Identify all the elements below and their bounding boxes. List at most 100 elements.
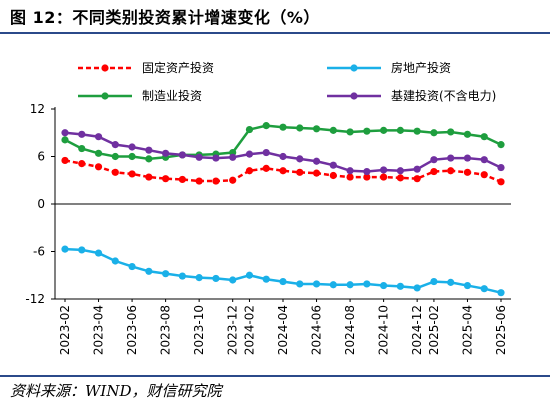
series-point-1 xyxy=(329,281,337,289)
legend-swatch-marker xyxy=(350,92,358,100)
series-point-1 xyxy=(463,281,472,290)
x-tick-label: 2023-08 xyxy=(159,305,173,355)
series-point-2 xyxy=(413,127,421,135)
series-point-2 xyxy=(312,125,321,133)
series-point-3 xyxy=(212,154,220,162)
series-point-2 xyxy=(61,136,69,144)
series-point-2 xyxy=(497,141,505,149)
series-point-3 xyxy=(380,166,388,174)
x-tick-label: 2024-08 xyxy=(343,305,357,355)
series-point-1 xyxy=(128,262,136,271)
series-point-3 xyxy=(178,151,186,159)
figure-title: 图 12：不同类别投资累计增速变化（%） xyxy=(10,8,320,27)
series-point-1 xyxy=(413,284,421,292)
series-point-3 xyxy=(480,156,488,164)
series-point-0 xyxy=(447,167,455,175)
series-point-3 xyxy=(195,153,203,161)
series-point-0 xyxy=(296,168,304,176)
series-point-2 xyxy=(78,144,86,153)
series-point-0 xyxy=(463,168,472,176)
series-point-1 xyxy=(111,257,119,265)
series-point-2 xyxy=(279,123,287,131)
series-point-0 xyxy=(480,171,488,179)
legend-label: 房地产投资 xyxy=(391,60,451,75)
x-tick-label: 2025-04 xyxy=(460,305,474,355)
chart-series xyxy=(61,122,505,297)
series-point-3 xyxy=(463,154,472,162)
series-point-0 xyxy=(94,163,103,171)
series-point-2 xyxy=(447,128,455,136)
series-point-0 xyxy=(413,175,421,183)
legend-swatch-marker xyxy=(101,64,109,72)
x-tick-label: 2025-06 xyxy=(494,305,508,355)
series-line-0 xyxy=(64,159,502,183)
series-point-0 xyxy=(245,167,254,175)
legend-label: 固定资产投资 xyxy=(142,60,214,75)
x-tick-label: 2025-02 xyxy=(427,305,441,355)
series-point-3 xyxy=(262,148,270,157)
series-point-0 xyxy=(229,176,237,184)
x-tick-label: 2023-04 xyxy=(92,305,106,355)
series-point-3 xyxy=(312,157,321,165)
series-point-2 xyxy=(94,149,103,157)
series-point-3 xyxy=(229,153,237,161)
series-point-0 xyxy=(329,171,337,180)
series-point-1 xyxy=(162,270,170,278)
series-point-2 xyxy=(463,130,472,138)
series-point-1 xyxy=(212,274,220,283)
series-point-1 xyxy=(312,280,321,288)
series-point-2 xyxy=(430,129,438,137)
series-point-1 xyxy=(78,246,86,254)
x-tick-label: 2024-10 xyxy=(377,305,391,355)
series-point-2 xyxy=(296,124,304,132)
x-tick-label: 2024-02 xyxy=(242,305,256,355)
series-point-1 xyxy=(262,275,270,283)
series-point-3 xyxy=(245,150,254,158)
series-point-1 xyxy=(480,285,488,293)
series-point-2 xyxy=(329,126,337,134)
legend-item-0: 固定资产投资 xyxy=(78,60,214,75)
series-point-0 xyxy=(380,173,388,181)
series-point-1 xyxy=(145,267,153,275)
y-tick-label: 12 xyxy=(30,102,45,116)
series-point-1 xyxy=(430,277,438,286)
legend-swatch-marker xyxy=(101,92,109,100)
series-point-0 xyxy=(128,170,136,178)
legend-swatch-marker xyxy=(350,64,358,72)
series-point-0 xyxy=(430,167,438,176)
series-point-1 xyxy=(61,245,69,253)
series-point-0 xyxy=(162,175,170,183)
series-point-1 xyxy=(94,249,103,257)
series-point-1 xyxy=(296,280,304,288)
series-point-0 xyxy=(312,169,321,177)
series-line-1 xyxy=(64,247,502,294)
series-point-1 xyxy=(178,272,186,280)
series-point-1 xyxy=(363,280,371,288)
series-point-2 xyxy=(245,125,254,134)
series-point-3 xyxy=(145,146,153,154)
series-point-1 xyxy=(279,277,287,286)
legend-item-3: 基建投资(不含电力) xyxy=(327,88,496,103)
x-tick-label: 2023-06 xyxy=(125,305,139,355)
series-point-3 xyxy=(413,165,421,173)
series-point-2 xyxy=(480,133,488,141)
series-point-0 xyxy=(262,164,270,172)
y-tick-label: 0 xyxy=(37,197,45,211)
series-point-1 xyxy=(195,274,203,282)
series-point-0 xyxy=(78,160,86,168)
series-point-3 xyxy=(396,167,404,175)
bottom-rule xyxy=(0,375,550,377)
series-point-1 xyxy=(447,278,455,286)
series-point-0 xyxy=(497,178,505,186)
series-point-0 xyxy=(178,175,186,184)
series-point-3 xyxy=(363,167,371,176)
chart-axes: -12 -6 0 6 12 2023-02 2023-04 2023-06 2023-08 202… xyxy=(25,102,511,355)
y-tick-label: -12 xyxy=(25,292,45,306)
series-point-3 xyxy=(497,163,505,172)
y-tick-label: 6 xyxy=(37,150,45,164)
series-point-2 xyxy=(128,152,136,161)
series-point-3 xyxy=(78,130,86,138)
source-note: 资料来源：WIND，财信研究院 xyxy=(10,382,222,400)
series-point-3 xyxy=(94,133,103,141)
